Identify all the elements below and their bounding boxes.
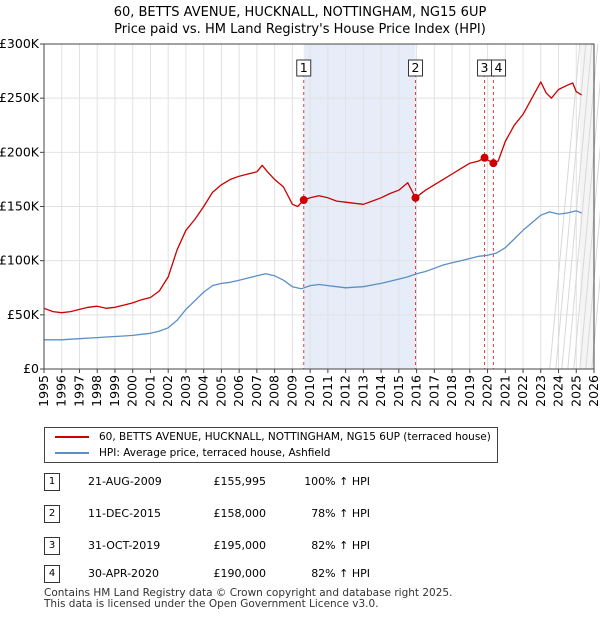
legend-label-property: 60, BETTS AVENUE, HUCKNALL, NOTTINGHAM, …: [99, 431, 491, 443]
annotation-box-2: [408, 59, 424, 77]
x-tick-label: 2025: [568, 375, 583, 407]
x-tick-label: 2015: [391, 375, 406, 407]
x-tick-label: 2000: [125, 375, 140, 407]
legend-swatch-hpi: [55, 452, 89, 454]
sale-date: 31-OCT-2019: [88, 539, 161, 552]
y-tick-label: £50K: [7, 307, 40, 322]
y-tick-label: £150K: [0, 199, 40, 214]
sale-point-4: [489, 159, 498, 168]
x-tick-label: 2026: [586, 375, 600, 407]
sale-row: 3 31-OCT-2019 £195,000 82% ↑ HPI: [0, 537, 600, 555]
x-tick-label: 1997: [71, 375, 86, 407]
annotation-label-2: 2: [412, 60, 420, 75]
sale-hpi: 82% ↑ HPI: [311, 567, 370, 580]
x-tick-label: 2016: [409, 375, 424, 407]
x-tick-label: 2018: [444, 375, 459, 407]
x-tick-label: 1996: [54, 375, 69, 407]
forecast-hatch: [585, 209, 600, 370]
forecast-hatch: [591, 274, 600, 370]
sale-number: 2: [44, 505, 60, 523]
annotation-label-3: 3: [481, 60, 489, 75]
x-tick-label: 2011: [320, 375, 335, 407]
forecast-hatch: [573, 79, 600, 370]
x-tick-label: 2003: [178, 375, 193, 407]
forecast-hatch: [555, 43, 587, 370]
series-line-hpi: [44, 210, 582, 341]
sale-date: 30-APR-2020: [88, 567, 160, 580]
sale-price: £155,995: [213, 475, 267, 488]
footer-licence: This data is licensed under the Open Gov…: [44, 598, 379, 610]
footer-copyright: Contains HM Land Registry data © Crown c…: [44, 587, 453, 599]
series-layer: [43, 81, 582, 341]
x-tick-label: 2001: [142, 375, 157, 407]
sale-date: 21-AUG-2009: [88, 475, 162, 488]
y-tick-label: £0: [23, 361, 39, 376]
sale-price: £190,000: [213, 567, 267, 580]
sale-number: 4: [44, 565, 60, 583]
x-tick-label: 2020: [480, 375, 495, 407]
annotation-label-4: 4: [495, 60, 503, 75]
y-tick-label: £300K: [0, 36, 40, 51]
x-tick-label: 2002: [160, 375, 175, 407]
legend-label-hpi: HPI: Average price, terraced house, Ashf…: [99, 447, 331, 459]
chart-title: 60, BETTS AVENUE, HUCKNALL, NOTTINGHAM, …: [113, 5, 487, 20]
x-tick-label: 2014: [373, 375, 388, 407]
sale-hpi: 82% ↑ HPI: [311, 539, 370, 552]
sale-point-1: [299, 196, 308, 205]
footer: Contains HM Land Registry data © Crown c…: [44, 588, 452, 610]
x-tick-label: 2022: [515, 375, 530, 407]
x-tick-label: 2024: [551, 375, 566, 407]
forecast-hatch: [579, 144, 600, 370]
grid-layer: [43, 43, 595, 370]
x-tick-label: 2017: [426, 375, 441, 407]
x-tick-label: 2005: [213, 375, 228, 407]
chart-subtitle: Price paid vs. HM Land Registry's House …: [114, 22, 486, 37]
x-tick-label: 2021: [497, 375, 512, 407]
sale-hpi: 100% ↑ HPI: [304, 475, 370, 488]
x-tick-label: 2013: [355, 375, 370, 407]
axis-layer: 1995 1996 1997 1998 1999 2000 2001 2002 2003 2004…: [0, 36, 600, 407]
forecast-hatch: [549, 43, 581, 370]
forecast-hatch: [561, 43, 593, 370]
annotation-box-4: [491, 59, 507, 77]
sale-row: 1 21-AUG-2009 £155,995 100% ↑ HPI: [0, 473, 600, 491]
forecast-layer: [549, 43, 600, 370]
x-tick-label: 2009: [284, 375, 299, 407]
x-tick-label: 2004: [196, 375, 211, 407]
y-tick-label: £100K: [0, 253, 40, 268]
sale-point-2: [411, 193, 420, 202]
forecast-hatch: [567, 43, 599, 370]
sale-date: 11-DEC-2015: [88, 507, 162, 520]
x-tick-label: 2019: [462, 375, 477, 407]
legend-swatch-property: [55, 436, 89, 438]
x-tick-label: 1998: [89, 375, 104, 407]
chart-title-block: 60, BETTS AVENUE, HUCKNALL, NOTTINGHAM, …: [0, 4, 600, 38]
legend: 60, BETTS AVENUE, HUCKNALL, NOTTINGHAM, …: [44, 427, 498, 463]
y-tick-label: £200K: [0, 144, 40, 159]
x-tick-label: 1999: [107, 375, 122, 407]
sale-points: [299, 153, 498, 205]
sale-price: £158,000: [213, 507, 267, 520]
x-tick-label: 2010: [302, 375, 317, 407]
series-line-property: [43, 81, 582, 314]
sale-marker-lines: [303, 74, 494, 369]
sale-hpi: 78% ↑ HPI: [311, 507, 370, 520]
x-tick-label: 2023: [533, 375, 548, 407]
annotation-label-1: 1: [300, 60, 308, 75]
sale-number: 1: [44, 473, 60, 491]
x-tick-label: 2006: [231, 375, 246, 407]
x-tick-label: 2012: [338, 375, 353, 407]
sale-row: 2 11-DEC-2015 £158,000 78% ↑ HPI: [0, 505, 600, 523]
y-tick-label: £250K: [0, 90, 40, 105]
sale-number: 3: [44, 537, 60, 555]
sale-price: £195,000: [213, 539, 267, 552]
x-tick-label: 2007: [249, 375, 264, 407]
sale-row: 4 30-APR-2020 £190,000 82% ↑ HPI: [0, 565, 600, 583]
x-tick-label: 1995: [36, 375, 51, 407]
annotation-box-1: [296, 59, 312, 77]
x-tick-label: 2008: [267, 375, 282, 407]
sale-point-3: [480, 153, 489, 162]
